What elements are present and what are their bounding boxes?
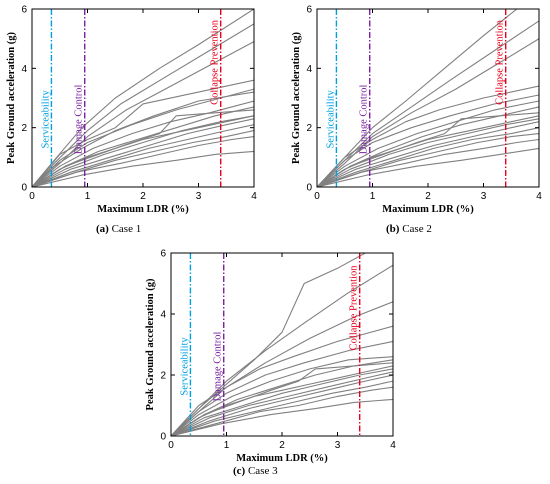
series-line (32, 79, 254, 187)
y-tick-label: 2 (21, 123, 27, 134)
limit-line-label: Serviceability (40, 89, 51, 148)
y-tick-label: 2 (160, 371, 166, 382)
y-tick-label: 0 (160, 432, 166, 443)
y-tick-label: 4 (306, 64, 312, 75)
y-tick-label: 4 (21, 64, 27, 75)
series-line (171, 264, 393, 436)
y-tick-label: 0 (306, 183, 312, 194)
x-tick-label: 0 (29, 191, 35, 202)
x-tick-label: 0 (168, 440, 174, 451)
y-tick-label: 2 (306, 123, 312, 134)
series-line (32, 23, 254, 187)
limit-line-label: Collapse Prevention (495, 19, 506, 105)
x-tick-label: 3 (196, 191, 202, 202)
caption-b: (b) Case 2 (386, 223, 432, 235)
series-line (171, 380, 393, 436)
caption-a: (a) Case 1 (96, 223, 141, 235)
x-axis-label: Maximum LDR (%) (382, 204, 474, 215)
x-tick-label: 3 (335, 440, 341, 451)
limit-line-label: Damage Control (213, 332, 224, 402)
caption-a-text: Case 1 (108, 223, 142, 235)
series-line (32, 136, 254, 187)
series-line (32, 150, 254, 187)
y-axis-label: Peak Ground acceleration (g) (6, 32, 17, 164)
x-tick-label: 1 (224, 440, 230, 451)
series-line (171, 386, 393, 436)
series-line (317, 147, 539, 187)
series-line (317, 94, 539, 187)
series-line (171, 374, 393, 436)
series-group (32, 9, 254, 187)
series-line (317, 38, 539, 187)
x-tick-label: 3 (481, 191, 487, 202)
caption-b-letter: (b) (386, 223, 400, 235)
y-tick-label: 6 (21, 5, 27, 16)
series-line (171, 325, 393, 436)
series-line (32, 118, 254, 187)
chart-b: Serviceability Damage Control Collapse Pre… (291, 5, 542, 216)
y-tick-label: 0 (21, 183, 27, 194)
caption-a-letter: (a) (96, 223, 109, 235)
x-tick-label: 1 (370, 191, 376, 202)
x-tick-label: 1 (85, 191, 91, 202)
series-line (171, 368, 393, 436)
chart-c: Serviceability Damage Control Collapse Pre… (145, 249, 396, 465)
limit-line-label: Serviceability (179, 337, 190, 396)
series-line (171, 340, 393, 436)
x-tick-label: 2 (140, 191, 146, 202)
series-line (171, 398, 393, 436)
x-axis-label: Maximum LDR (%) (97, 204, 189, 215)
caption-b-text: Case 2 (399, 223, 432, 235)
series-line (32, 41, 254, 187)
y-axis-label: Peak Ground acceleration (g) (145, 278, 156, 410)
series-line (317, 115, 539, 187)
series-line (32, 91, 254, 187)
caption-c: (c) Case 3 (233, 465, 278, 477)
limit-line-label: Collapse Prevention (349, 265, 360, 351)
limit-line-label: Damage Control (74, 84, 85, 154)
x-tick-label: 4 (251, 191, 257, 202)
x-tick-label: 4 (536, 191, 542, 202)
y-tick-label: 6 (306, 5, 312, 16)
series-line (171, 365, 393, 436)
y-axis-label: Peak Ground acceleration (g) (291, 32, 302, 164)
series-line (317, 138, 539, 187)
series-line (171, 356, 393, 436)
series-line (317, 100, 539, 187)
series-line (32, 115, 254, 187)
x-tick-label: 2 (279, 440, 285, 451)
x-tick-label: 0 (314, 191, 320, 202)
x-tick-label: 4 (390, 440, 396, 451)
caption-c-text: Case 3 (245, 465, 278, 477)
chart-a: Serviceability Damage Control Collapse Pre… (6, 5, 257, 216)
limit-line-label: Collapse Prevention (210, 19, 221, 105)
series-group (171, 253, 393, 436)
series-line (32, 124, 254, 187)
series-line (317, 127, 539, 187)
series-line (317, 85, 539, 187)
limit-line-label: Damage Control (359, 84, 370, 154)
series-line (171, 371, 393, 436)
y-tick-label: 4 (160, 310, 166, 321)
x-tick-label: 2 (425, 191, 431, 202)
series-line (317, 121, 539, 187)
y-tick-label: 6 (160, 249, 166, 260)
limit-line-label: Serviceability (325, 89, 336, 148)
caption-c-letter: (c) (233, 465, 246, 477)
series-group (317, 9, 539, 187)
x-axis-label: Maximum LDR (%) (236, 453, 328, 464)
